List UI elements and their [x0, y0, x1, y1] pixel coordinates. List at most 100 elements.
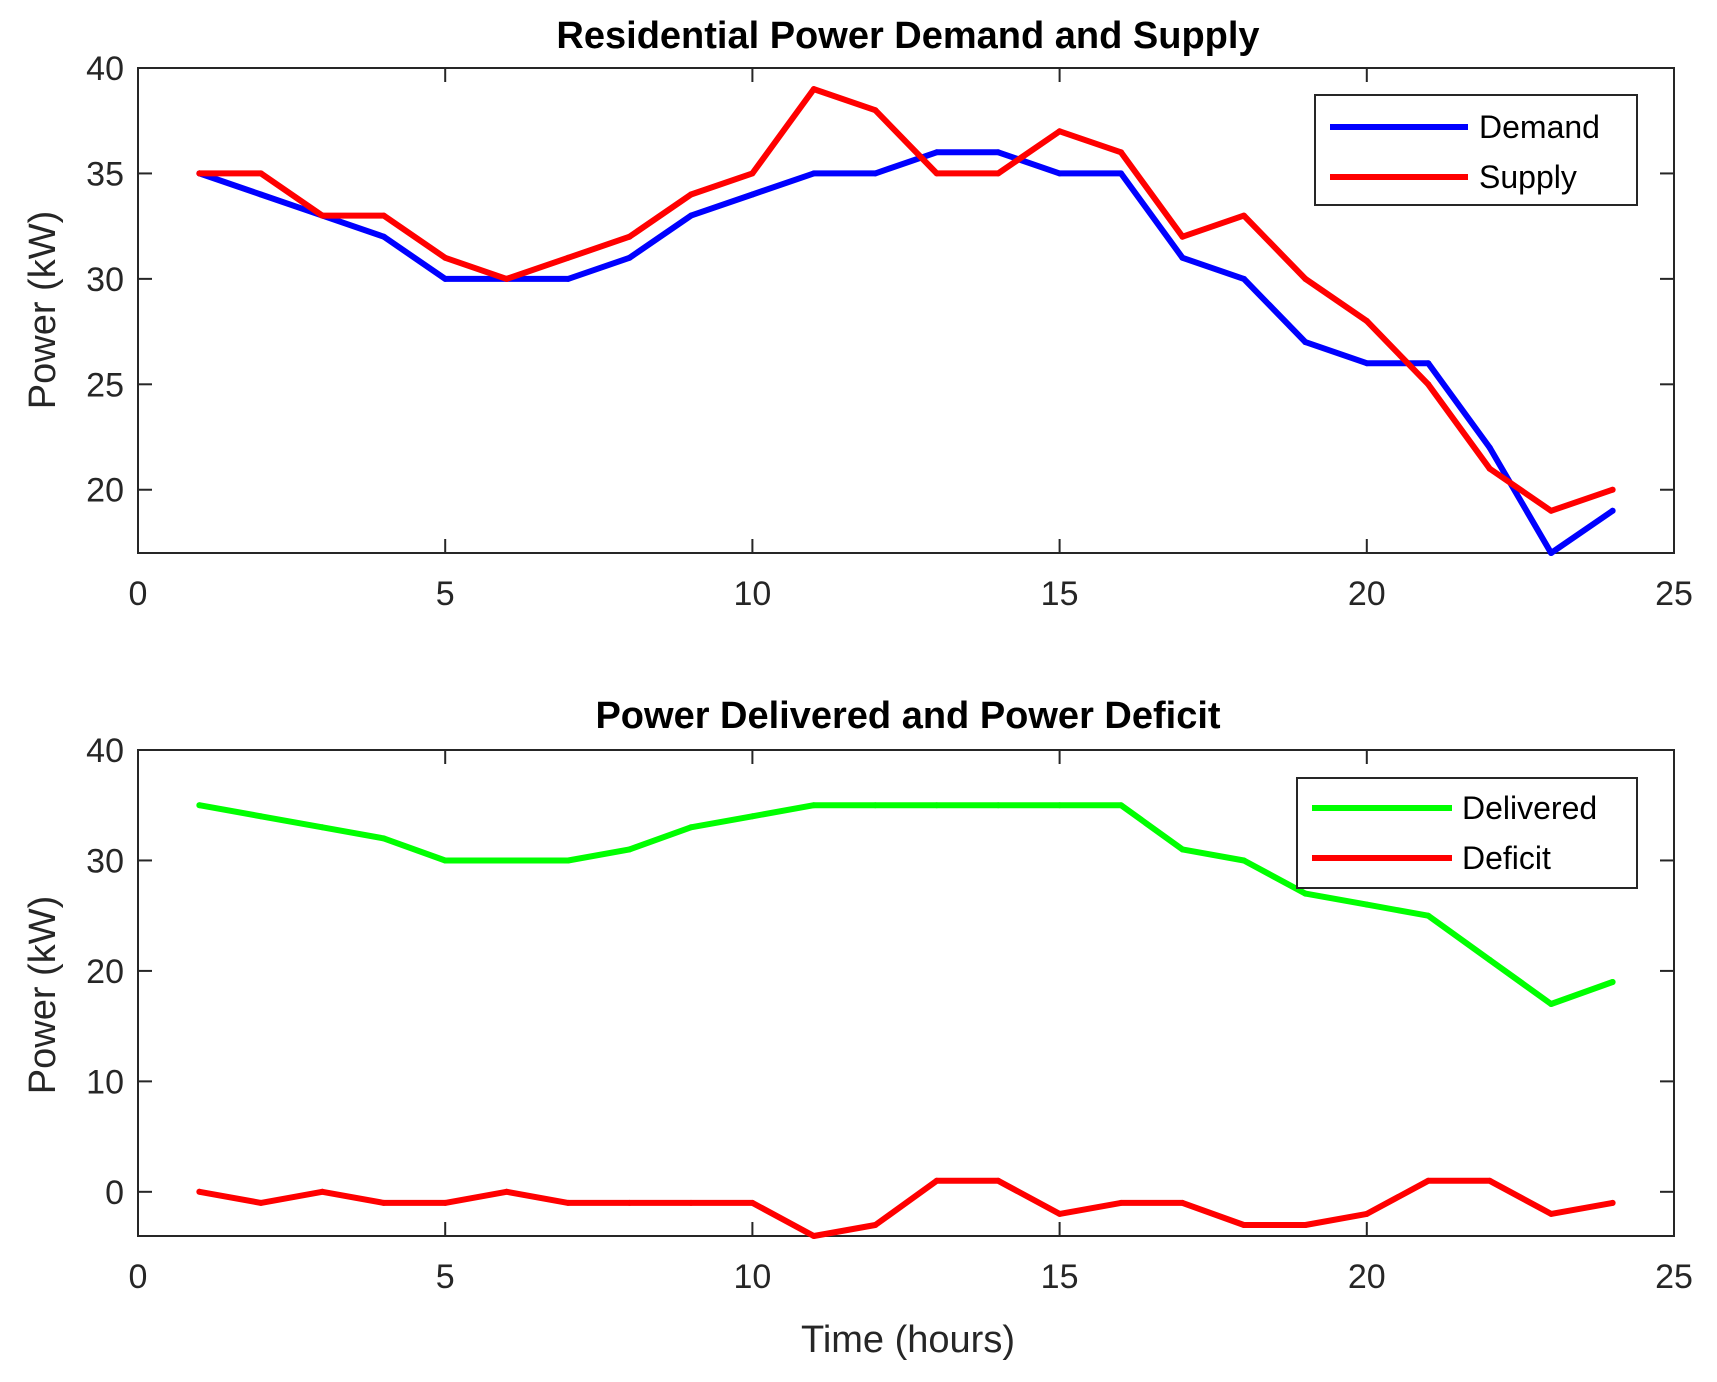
subplot-top: Residential Power Demand and Supply 0 5 10…: [22, 15, 1693, 613]
data-point: [1363, 318, 1370, 324]
data-point: [1118, 802, 1124, 809]
data-point: [196, 1188, 203, 1195]
x-tick-label: 0: [129, 575, 148, 613]
data-point: [319, 1188, 326, 1195]
data-point: [872, 107, 879, 114]
data-point: [749, 813, 756, 820]
data-point: [1302, 339, 1309, 346]
data-point: [1425, 381, 1432, 388]
data-point: [1056, 1210, 1063, 1217]
data-point: [872, 802, 879, 809]
data-point: [565, 275, 572, 282]
data-point: [1302, 1222, 1309, 1228]
data-point: [1240, 212, 1247, 219]
data-point: [933, 170, 940, 177]
data-point: [196, 170, 203, 177]
data-point: [1548, 1210, 1555, 1217]
data-point: [1425, 912, 1432, 919]
data-point: [319, 824, 326, 831]
legend: Delivered Deficit: [1296, 777, 1638, 889]
data-point: [565, 1199, 572, 1206]
subplot-bottom: Power Delivered and Power Deficit 0 5 10 15…: [22, 695, 1693, 1361]
y-tick-label: 35: [86, 155, 124, 193]
data-point: [1056, 128, 1063, 135]
legend-box: [1314, 94, 1638, 206]
y-tick-label: 25: [86, 366, 124, 404]
data-point: [626, 1199, 633, 1206]
data-point: [688, 191, 694, 198]
data-point: [1240, 857, 1247, 864]
data-point: [872, 1222, 879, 1228]
y-tick-label: 10: [86, 1063, 124, 1101]
y-tick-label: 0: [105, 1174, 124, 1212]
data-point: [1056, 170, 1063, 177]
data-point: [1240, 1222, 1247, 1228]
data-point: [933, 802, 940, 809]
x-tick-label: 15: [1041, 575, 1079, 613]
data-point: [1609, 979, 1616, 985]
data-point: [1363, 360, 1370, 367]
data-point: [626, 254, 633, 261]
data-point: [257, 813, 264, 820]
data-point: [933, 149, 940, 156]
y-tick-label: 20: [86, 472, 124, 510]
data-point: [749, 1199, 756, 1206]
data-point: [749, 191, 756, 198]
x-tick-label: 15: [1041, 1258, 1079, 1296]
data-point: [810, 170, 817, 177]
data-point: [995, 802, 1002, 809]
data-point: [1363, 901, 1370, 908]
y-tick-label: 20: [86, 953, 124, 991]
data-point: [995, 149, 1002, 156]
data-point: [442, 1199, 449, 1206]
tick-group: 0 5 10 15 20 25 20 25 30 35 40: [86, 50, 1693, 613]
data-point: [380, 1199, 387, 1206]
y-axis-label: Power (kW): [22, 211, 64, 409]
data-point: [1548, 550, 1555, 556]
x-tick-label: 0: [129, 1258, 148, 1296]
legend-box: [1296, 777, 1638, 889]
data-point: [503, 275, 510, 282]
y-axis-label: Power (kW): [22, 896, 64, 1094]
data-point: [1240, 275, 1247, 282]
data-point: [319, 212, 326, 219]
y-tick-label: 40: [86, 732, 124, 770]
data-point: [257, 191, 264, 198]
data-point: [749, 170, 756, 177]
data-point: [503, 1188, 510, 1195]
data-point: [565, 857, 572, 864]
x-tick-label: 10: [733, 1258, 771, 1296]
data-point: [380, 212, 387, 219]
data-point: [626, 233, 633, 240]
data-point: [380, 835, 387, 842]
data-point: [257, 1199, 264, 1206]
series-line-delivered: [196, 802, 1616, 1007]
data-point: [196, 802, 203, 809]
data-point: [626, 846, 633, 853]
legend-label-delivered: Delivered: [1462, 790, 1597, 826]
data-point: [1486, 444, 1493, 451]
data-point: [1609, 1199, 1616, 1206]
series-line-supply: [196, 86, 1616, 514]
y-tick-label: 40: [86, 50, 124, 88]
data-point: [1548, 507, 1555, 514]
legend-label-demand: Demand: [1479, 109, 1600, 145]
data-point: [1609, 486, 1616, 493]
data-point: [1179, 1199, 1186, 1206]
series-line-demand: [196, 149, 1616, 556]
data-point: [688, 1199, 694, 1206]
data-point: [995, 170, 1002, 177]
x-tick-label: 25: [1655, 575, 1693, 613]
data-point: [1118, 1199, 1124, 1206]
x-tick-label: 20: [1348, 575, 1386, 613]
series-group: [196, 802, 1616, 1239]
data-point: [810, 1233, 817, 1239]
data-point: [1363, 1210, 1370, 1217]
series-line-deficit: [196, 1177, 1616, 1239]
x-tick-label: 5: [436, 1258, 455, 1296]
x-axis-label: Time (hours): [801, 1319, 1015, 1361]
x-tick-label: 5: [436, 575, 455, 613]
data-point: [1179, 233, 1186, 240]
y-tick-label: 30: [86, 842, 124, 880]
